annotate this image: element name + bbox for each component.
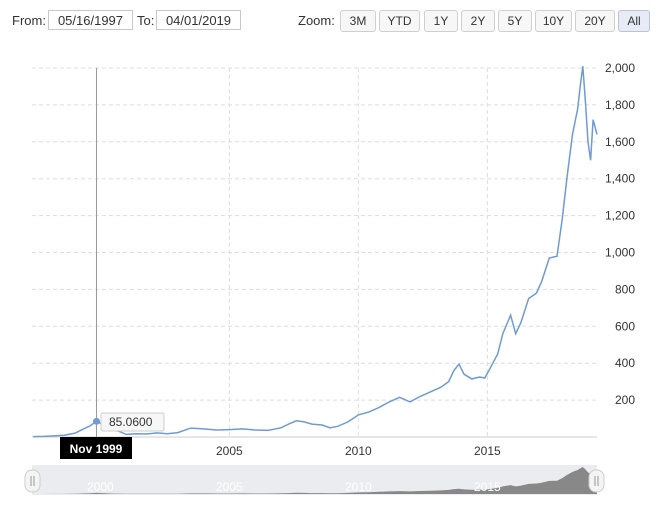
gridlines: [32, 67, 597, 438]
zoom-10y-button[interactable]: 10Y: [535, 10, 572, 32]
to-date-input[interactable]: 04/01/2019: [156, 10, 241, 30]
x-axis-labels: 2005 2010 2015: [216, 444, 501, 458]
navigator-area: [33, 467, 598, 494]
zoom-all-button[interactable]: All: [618, 10, 650, 32]
x-tick-label: 2010: [345, 444, 372, 458]
date-flag-label: Nov 1999: [70, 442, 123, 456]
price-series-line: [33, 66, 598, 438]
zoom-20y-button[interactable]: 20Y: [575, 10, 615, 32]
navigator-tick-label: 2015: [474, 480, 501, 494]
navigator-tick-label: 2005: [216, 480, 243, 494]
zoom-3m-button[interactable]: 3M: [340, 10, 376, 32]
navigator-left-handle[interactable]: [24, 469, 41, 493]
navigator-labels: 2000 2005 2010 2015: [87, 480, 501, 494]
y-tick-label: 1,600: [605, 135, 635, 149]
y-tick-label: 2,000: [605, 61, 635, 75]
y-tick-label: 200: [615, 393, 635, 407]
zoom-label: Zoom:: [298, 13, 335, 28]
from-date-input[interactable]: 05/16/1997: [48, 10, 133, 30]
y-tick-label: 400: [615, 356, 635, 370]
navigator-right-handle[interactable]: [588, 469, 605, 493]
y-tick-label: 600: [615, 319, 635, 333]
y-tick-label: 1,800: [605, 98, 635, 112]
to-label: To:: [137, 13, 155, 28]
hover-point: [92, 417, 100, 425]
navigator-tick-label: 2000: [87, 480, 114, 494]
tooltip-value: 85.0600: [109, 415, 153, 429]
y-tick-label: 1,200: [605, 209, 635, 223]
toolbar: From: 05/16/1997 To: 04/01/2019 Zoom: 3M…: [0, 0, 660, 40]
date-flag: Nov 1999: [60, 437, 132, 459]
from-label: From:: [12, 13, 46, 28]
navigator-tick-label: 2010: [345, 480, 372, 494]
y-tick-label: 800: [615, 282, 635, 296]
zoom-ytd-button[interactable]: YTD: [379, 10, 420, 32]
y-tick-label: 1,000: [605, 246, 635, 260]
y-tick-label: 1,400: [605, 172, 635, 186]
navigator[interactable]: 2000 2005 2010 2015: [24, 465, 605, 495]
y-axis-labels: 200 400 600 800 1,000 1,200 1,400 1,600 1,800 2,0…: [605, 61, 635, 407]
zoom-5y-button[interactable]: 5Y: [498, 10, 532, 32]
value-tooltip: 85.0600: [100, 412, 165, 432]
zoom-2y-button[interactable]: 2Y: [461, 10, 495, 32]
x-tick-label: 2005: [216, 444, 243, 458]
x-tick-label: 2015: [474, 444, 501, 458]
zoom-1y-button[interactable]: 1Y: [424, 10, 458, 32]
